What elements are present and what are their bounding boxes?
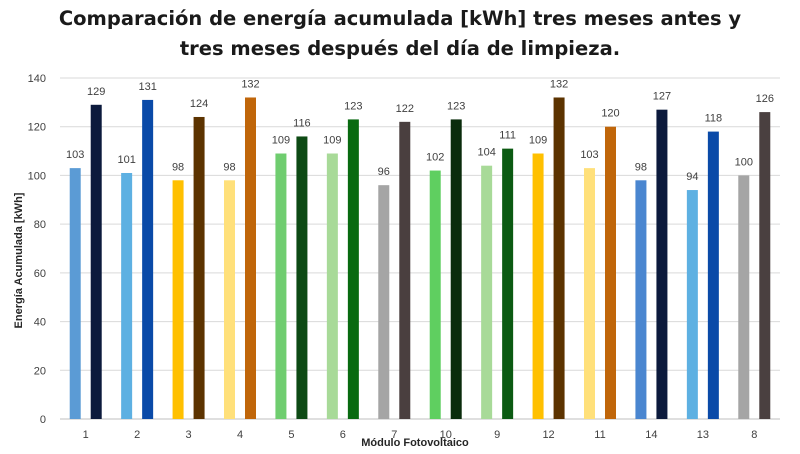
- data-label: 102: [426, 152, 444, 164]
- data-label: 103: [66, 149, 84, 161]
- data-label: 132: [550, 78, 568, 90]
- bar: [584, 168, 595, 419]
- data-label: 116: [293, 117, 311, 129]
- data-label: 98: [635, 161, 647, 173]
- bar: [296, 136, 308, 419]
- bar: [142, 99, 154, 420]
- chart-title-line-2: tres meses después del día de limpieza.: [179, 37, 621, 60]
- bars: [69, 97, 771, 420]
- data-label: 118: [705, 113, 723, 125]
- bar: [481, 165, 493, 419]
- x-tick-label: 8: [751, 429, 757, 441]
- data-label: 109: [323, 135, 341, 147]
- data-label: 131: [138, 81, 156, 93]
- bar: [193, 116, 205, 419]
- x-tick-label: 3: [186, 429, 192, 441]
- data-label: 101: [117, 154, 135, 166]
- data-label: 100: [735, 156, 753, 168]
- data-label: 123: [344, 100, 362, 112]
- chart-title-line-1: Comparación de energía acumulada [kWh] t…: [58, 7, 742, 30]
- bar: [399, 121, 411, 419]
- x-tick-label: 11: [594, 429, 605, 441]
- data-label: 123: [447, 100, 465, 112]
- data-label: 120: [601, 108, 619, 120]
- data-label: 111: [499, 130, 516, 142]
- data-label: 98: [172, 161, 184, 173]
- data-label: 109: [272, 135, 290, 147]
- data-label: 103: [580, 149, 598, 161]
- x-tick-label: 9: [494, 429, 500, 441]
- y-tick-label: 100: [28, 170, 46, 182]
- bar: [326, 153, 338, 419]
- bar: [347, 119, 359, 420]
- bar: [450, 119, 462, 420]
- y-tick-label: 60: [34, 268, 46, 280]
- y-axis-ticks: 0 20 40 60 80 100 120 140: [28, 73, 46, 426]
- x-axis-ticks: 1 2 3 4 5 6 7 10 9 12 11 14 13 8: [83, 429, 758, 441]
- x-tick-label: 7: [391, 429, 397, 441]
- bar: [69, 168, 81, 419]
- data-label: 96: [378, 166, 390, 178]
- data-label: 109: [529, 135, 547, 147]
- y-axis-title: Energía Acumulada [kWh]: [13, 192, 25, 328]
- bar: [502, 148, 514, 419]
- bar: [635, 180, 647, 419]
- x-tick-label: 4: [237, 429, 243, 441]
- chart-title: Comparación de energía acumulada [kWh] t…: [0, 4, 800, 64]
- data-label: 104: [477, 147, 495, 159]
- data-label: 129: [87, 86, 105, 98]
- bar: [605, 126, 616, 419]
- bar: [738, 175, 750, 419]
- data-label: 94: [686, 171, 698, 183]
- bar: [532, 153, 544, 419]
- x-tick-label: 2: [134, 429, 140, 441]
- x-tick-label: 1: [83, 429, 89, 441]
- data-labels: 1031291011319812498132109116109123961221…: [66, 78, 774, 183]
- x-tick-label: 13: [697, 429, 709, 441]
- bar: [90, 104, 102, 420]
- gridlines: [60, 77, 780, 420]
- y-tick-label: 20: [34, 365, 46, 377]
- bar: [429, 170, 441, 419]
- bar: [686, 190, 698, 419]
- bar: [121, 172, 133, 419]
- data-label: 127: [653, 91, 671, 103]
- y-tick-label: 80: [34, 219, 46, 231]
- x-tick-label: 5: [288, 429, 294, 441]
- x-tick-label: 10: [440, 429, 452, 441]
- bar: [378, 185, 390, 419]
- data-label: 122: [396, 103, 414, 115]
- y-tick-label: 0: [40, 414, 46, 426]
- y-tick-label: 120: [28, 122, 46, 134]
- x-tick-label: 14: [645, 429, 657, 441]
- data-label: 132: [241, 78, 259, 90]
- data-label: 126: [756, 93, 774, 105]
- y-tick-label: 140: [28, 73, 46, 85]
- y-tick-label: 40: [34, 317, 46, 329]
- bar: [245, 97, 256, 419]
- bar: [759, 112, 771, 419]
- x-tick-label: 6: [340, 429, 346, 441]
- bar: [707, 131, 719, 420]
- x-axis-title: Módulo Fotovoltaico: [361, 437, 469, 449]
- data-label: 124: [190, 98, 208, 110]
- data-label: 98: [223, 161, 235, 173]
- x-tick-label: 12: [542, 429, 554, 441]
- bar: [224, 180, 235, 419]
- bar: [275, 153, 287, 419]
- bar: [656, 109, 668, 420]
- bar: [172, 180, 184, 419]
- bar: [553, 97, 565, 419]
